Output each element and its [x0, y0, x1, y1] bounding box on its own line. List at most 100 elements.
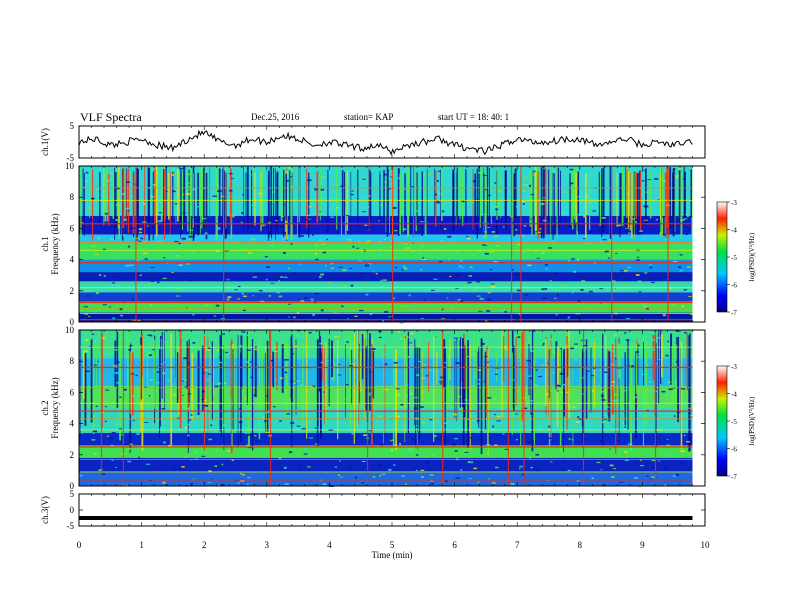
spectral-streak: [634, 172, 635, 241]
spectral-speckle: [410, 332, 414, 335]
spectral-streak: [333, 345, 335, 382]
spectral-streak: [209, 166, 211, 219]
spectral-speckle: [576, 480, 580, 482]
spectral-streak: [245, 172, 247, 219]
spectral-speckle: [491, 210, 494, 213]
spectral-streak: [180, 170, 182, 235]
spectral-streak: [251, 169, 252, 221]
x-tick-label: 3: [265, 540, 270, 550]
spectral-speckle: [584, 189, 590, 192]
spectral-speckle: [664, 467, 668, 470]
spectral-speckle: [184, 456, 187, 459]
spectral-streak: [678, 170, 681, 222]
spectral-speckle: [231, 459, 234, 462]
spectral-speckle: [517, 336, 521, 338]
spectral-speckle: [320, 188, 325, 191]
spectral-speckle: [275, 220, 278, 222]
spectral-speckle: [105, 406, 107, 408]
spectral-streak: [90, 338, 93, 423]
spectral-speckle: [290, 243, 293, 245]
spectral-speckle: [355, 338, 361, 340]
spectral-speckle: [555, 314, 558, 316]
spectral-speckle: [623, 270, 628, 272]
spectral-streak: [269, 331, 271, 419]
spectral-speckle: [377, 254, 382, 256]
spectral-streak: [531, 331, 534, 452]
spectral-speckle: [199, 258, 201, 260]
spectral-streak: [269, 172, 270, 232]
spectral-speckle: [561, 212, 566, 214]
spectral-speckle: [688, 407, 692, 409]
spectral-speckle: [369, 263, 372, 265]
spectral-streak: [668, 167, 670, 237]
spectral-speckle: [326, 360, 329, 362]
spectral-streak: [674, 169, 676, 232]
spectral-speckle: [420, 476, 424, 478]
spectral-speckle: [564, 206, 568, 209]
spectral-speckle: [119, 184, 122, 186]
spectral-speckle: [495, 208, 499, 211]
spectral-speckle: [461, 316, 465, 318]
spectral-streak: [147, 167, 150, 227]
spectral-speckle: [93, 364, 97, 366]
spectral-speckle: [574, 359, 579, 361]
spectral-speckle: [191, 188, 196, 191]
spectral-speckle: [272, 406, 276, 408]
spectral-speckle: [84, 339, 89, 341]
y-tick-label: 2: [70, 286, 75, 296]
spectral-speckle: [187, 393, 191, 395]
spectral-streak: [542, 166, 545, 239]
spectral-speckle: [573, 407, 576, 409]
spectral-streak: [484, 351, 487, 430]
spectral-speckle: [533, 384, 538, 386]
spectral-speckle: [107, 403, 110, 405]
spectral-speckle: [486, 443, 491, 446]
spectral-speckle: [212, 195, 217, 197]
spectral-speckle: [196, 225, 199, 227]
spectral-speckle: [315, 443, 318, 445]
spectral-speckle: [205, 369, 209, 372]
spectral-speckle: [614, 276, 618, 278]
spectral-speckle: [672, 475, 676, 477]
spectral-speckle: [522, 190, 526, 193]
spectral-speckle: [507, 180, 511, 182]
spectral-speckle: [242, 255, 245, 257]
x-tick-label: 5: [390, 540, 395, 550]
spectral-speckle: [191, 401, 195, 404]
spectral-speckle: [84, 350, 88, 352]
spectral-streak: [548, 349, 550, 399]
spectral-streak: [418, 347, 421, 440]
spectral-speckle: [527, 375, 532, 377]
spectral-speckle: [293, 382, 296, 384]
spectral-speckle: [372, 476, 376, 478]
spectral-speckle: [231, 178, 234, 180]
spectral-streak: [487, 349, 489, 455]
spectral-streak: [287, 346, 289, 413]
spectral-speckle: [279, 377, 283, 380]
spectral-speckle: [140, 179, 143, 182]
spectral-speckle: [259, 254, 263, 256]
spectral-speckle: [181, 380, 184, 382]
spectral-streak: [119, 330, 121, 441]
y-tick-label: 2: [70, 450, 75, 460]
spectral-streak: [484, 173, 487, 240]
spectral-streak: [126, 168, 128, 223]
spectral-speckle: [192, 216, 196, 219]
spectral-speckle: [350, 284, 354, 287]
spectral-speckle: [440, 240, 443, 243]
spectral-speckle: [326, 450, 330, 452]
spectral-streak: [387, 169, 389, 219]
spectral-speckle: [222, 424, 227, 427]
spectral-speckle: [216, 349, 219, 352]
spectral-streak: [251, 339, 254, 451]
spectral-speckle: [345, 215, 350, 217]
spectral-speckle: [187, 424, 191, 426]
spectral-speckle: [556, 294, 559, 296]
spectral-speckle: [457, 299, 462, 301]
spectral-speckle: [512, 221, 517, 224]
spectral-speckle: [226, 450, 231, 452]
spectral-speckle: [599, 288, 604, 290]
spectral-speckle: [216, 228, 221, 230]
spectral-speckle: [109, 178, 112, 180]
spectral-speckle: [270, 386, 274, 388]
